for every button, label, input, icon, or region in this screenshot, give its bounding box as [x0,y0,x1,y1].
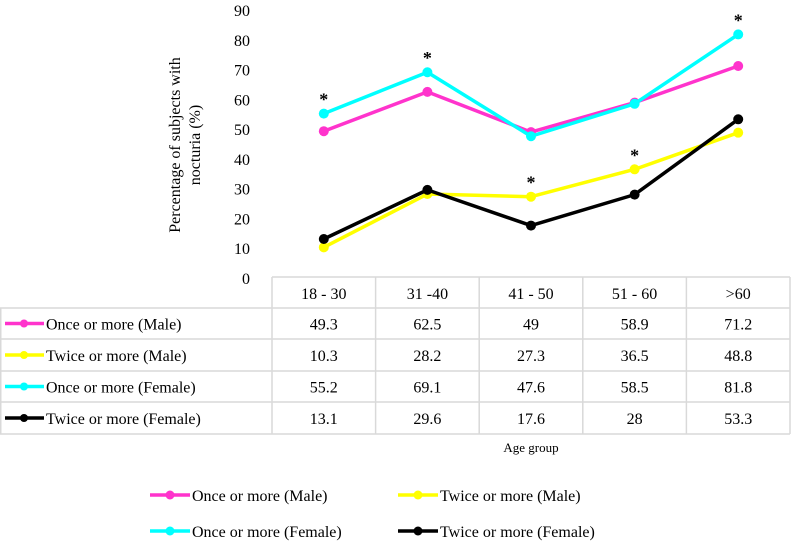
table-cell-value: 55.2 [310,380,338,397]
y-tick-label: 70 [234,63,250,80]
table-cell-value: 49.3 [310,317,338,334]
legend-item: Once or more (Male) [150,488,328,505]
y-axis-label: Percentage of subjects with nocturia (%) [167,57,204,233]
y-tick-label: 30 [234,182,250,199]
legend-marker [413,490,423,500]
table-cell-value: 69.1 [413,380,441,397]
data-point [526,191,536,202]
x-axis-label: Age group [503,440,558,455]
data-point [526,220,536,231]
data-point [526,131,536,142]
data-point [422,184,433,195]
legend-item: Once or more (Female) [150,524,342,541]
legend-marker [165,490,175,500]
table-cell-value: 47.6 [517,380,545,397]
y-tick-label: 20 [234,211,250,228]
table-series-name: Once or more (Male) [46,317,182,334]
series-once-or-more-female- [318,29,744,142]
table-cell-value: 28.2 [413,348,441,365]
y-tick-label: 10 [234,241,250,258]
table-series-name: Twice or more (Female) [46,411,201,428]
legend-marker [413,526,423,536]
category-label: 51 - 60 [612,286,657,303]
table-cell-value: 81.8 [724,380,752,397]
table-legend-marker [20,382,28,391]
data-point [318,108,329,119]
category-label: 18 - 30 [301,286,346,303]
table-cell-value: 28 [627,411,643,428]
data-table: 18 - 30 31 -40 41 - 50 51 - 60 >60 Once or mo… [0,276,791,435]
series-twice-or-more-female- [318,114,744,244]
table-cell-value: 10.3 [310,348,338,365]
data-point [318,242,329,253]
series-line [323,32,740,139]
y-tick-label: 80 [234,33,250,50]
legend-label: Twice or more (Female) [440,524,595,541]
table-cell-value: 71.2 [724,317,752,334]
data-point [629,98,640,109]
significance-asterisk: * [734,10,743,30]
legend-marker [165,526,175,536]
legend-item: Twice or more (Male) [398,488,581,505]
table-cell-value: 17.6 [517,411,545,428]
table-cell-value: 53.3 [724,411,752,428]
y-tick-label: 0 [242,271,250,288]
table-legend-marker [20,414,28,422]
legend-label: Once or more (Male) [192,488,328,505]
table-legend-marker [20,351,28,359]
table-cell-value: 58.5 [621,380,649,397]
legend: Once or more (Male) Twice or more (Male) O… [150,488,595,541]
y-axis-label-line: nocturia (%) [187,105,204,185]
table-series-name: Twice or more (Male) [46,348,187,365]
data-point [318,233,329,244]
legend-label: Once or more (Female) [192,524,342,541]
table-cell-value: 36.5 [621,348,649,365]
category-label: >60 [726,286,751,303]
table-cell-value: 29.6 [413,411,441,428]
y-axis-label-line: Percentage of subjects with [167,57,184,233]
significance-asterisk: * [527,173,536,193]
table-cell-value: 27.3 [517,348,545,365]
data-point [422,67,433,78]
series-lines [318,29,744,253]
data-point [733,114,744,125]
significance-asterisk: * [319,90,328,110]
table-cell-value: 13.1 [310,411,338,428]
data-point [629,189,640,200]
table-cell-value: 49 [523,317,539,334]
data-point [733,29,744,40]
y-tick-label: 50 [234,122,250,139]
significance-annotations: * * * * * [319,10,742,192]
legend-item: Twice or more (Female) [398,524,595,541]
y-tick-label: 60 [234,92,250,109]
data-point [318,126,329,137]
data-point [733,127,744,138]
y-tick-label: 40 [234,152,250,169]
table-series-name: Once or more (Female) [46,380,196,397]
y-tick-labels: 0 10 20 30 40 50 60 70 80 90 [234,3,250,288]
table-cell-value: 58.9 [621,317,649,334]
legend-label: Twice or more (Male) [440,488,581,505]
table-cell-value: 62.5 [413,317,441,334]
data-point [422,86,433,97]
table-cell-value: 48.8 [724,348,752,365]
data-point [629,164,640,175]
category-label: 41 - 50 [508,286,553,303]
y-tick-label: 90 [234,3,250,20]
significance-asterisk: * [630,145,639,165]
category-label: 31 -40 [407,286,448,303]
data-point [733,60,744,71]
table-legend-marker [20,319,28,328]
significance-asterisk: * [423,48,432,68]
